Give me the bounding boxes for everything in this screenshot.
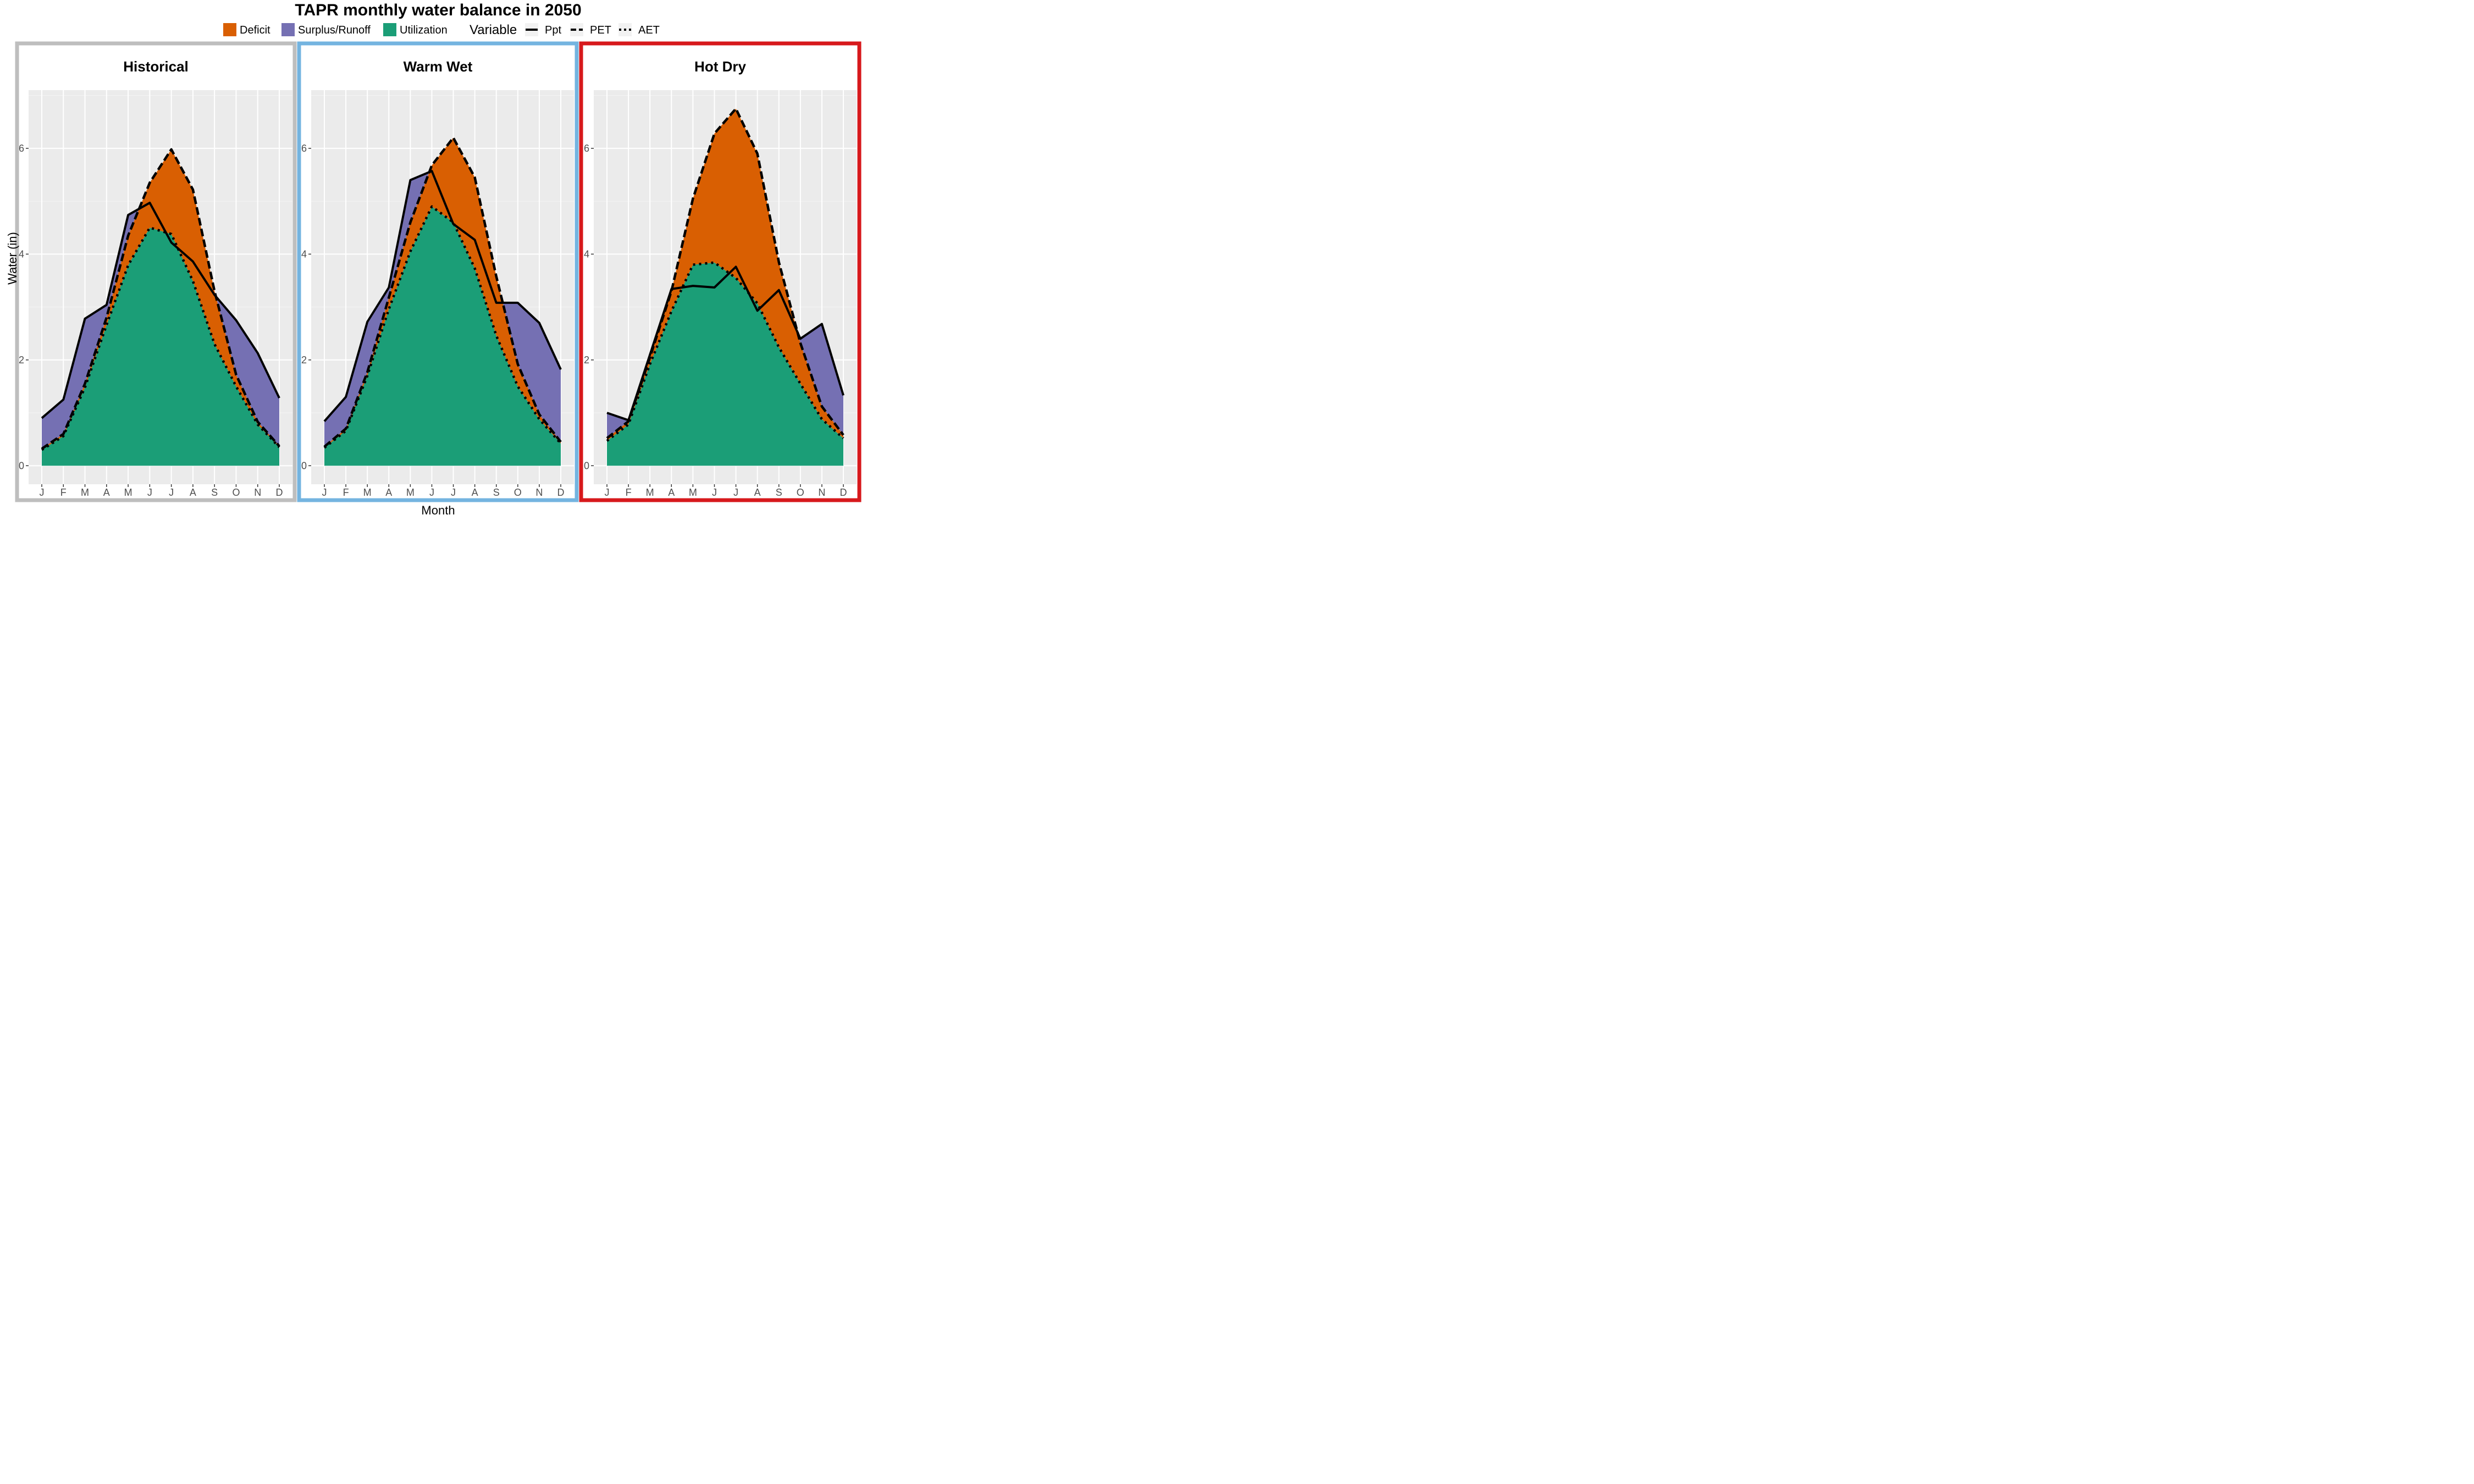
legend-title: Variable — [470, 23, 517, 37]
x-tick-label: M — [646, 487, 654, 498]
x-tick-label: N — [254, 487, 261, 498]
x-tick-label: A — [190, 487, 196, 498]
panel-border — [579, 41, 862, 502]
facet-title: Warm Wet — [404, 58, 473, 75]
legend: Deficit Surplus/Runoff Utilization Variable… — [223, 23, 660, 37]
legend-label: AET — [638, 24, 660, 36]
panel-warm-wet: 0 2 4 6 J F M A M J J A S O N D Warm Wet — [297, 41, 579, 502]
y-tick-label: 2 — [19, 355, 24, 366]
y-tick-label: 6 — [301, 143, 307, 154]
panel-hot-dry: 0 2 4 6 J F M A M J J A S O N D Hot Dry — [579, 41, 862, 502]
x-tick-label: F — [60, 487, 67, 498]
x-tick-label: S — [776, 487, 782, 498]
legend-label: PET — [590, 24, 611, 36]
x-tick-label: M — [363, 487, 372, 498]
x-axis-title: Month — [421, 503, 455, 517]
facet-title: Historical — [123, 58, 189, 75]
panel-border — [297, 41, 579, 502]
x-tick-label: A — [754, 487, 761, 498]
x-tick-label: J — [147, 487, 152, 498]
legend-label: Deficit — [240, 24, 270, 36]
y-tick-label: 2 — [584, 355, 589, 366]
series-line-ppt — [323, 170, 562, 422]
x-tick-label: S — [493, 487, 500, 498]
x-tick-label: O — [232, 487, 240, 498]
x-tick-label: F — [343, 487, 349, 498]
legend-item-deficit: Deficit — [223, 23, 270, 36]
legend-swatch — [223, 23, 236, 36]
y-tick-label: 4 — [19, 248, 24, 259]
y-tick-label: 0 — [301, 460, 307, 471]
deficit-area — [607, 108, 843, 441]
x-tick-label: J — [169, 487, 174, 498]
surplus-area — [797, 324, 843, 435]
x-tick-label: F — [626, 487, 632, 498]
x-tick-label: O — [514, 487, 522, 498]
y-axis-title: Water (in) — [5, 232, 19, 285]
y-tick-label: 4 — [301, 248, 307, 259]
y-tick-label: 6 — [19, 143, 24, 154]
facet-panels: 0 2 4 6 J F M A M J J A S O N D Historical 0 2 4 6 J F M A M J J A S O… — [15, 41, 862, 502]
legend-item-surplus-runoff: Surplus/Runoff — [281, 23, 371, 36]
legend-swatch — [281, 23, 295, 36]
x-tick-label: J — [429, 487, 434, 498]
x-tick-label: D — [840, 487, 847, 498]
x-tick-label: A — [472, 487, 478, 498]
series-line-aet — [606, 261, 844, 442]
utilization-area — [324, 206, 561, 466]
series-line-pet — [323, 136, 562, 448]
x-tick-label: J — [451, 487, 456, 498]
panel-border — [15, 41, 297, 502]
surplus-area — [42, 208, 139, 449]
x-tick-label: D — [557, 487, 565, 498]
x-tick-label: J — [40, 487, 45, 498]
water-balance-chart: TAPR monthly water balance in 2050 Defic… — [5, 1, 862, 517]
legend-item-aet: AET — [618, 23, 660, 36]
surplus-area — [216, 296, 279, 446]
legend-label: Surplus/Runoff — [298, 24, 371, 36]
x-tick-label: D — [276, 487, 283, 498]
legend-swatch — [383, 23, 396, 36]
legend-item-utilization: Utilization — [383, 23, 448, 36]
x-tick-label: J — [605, 487, 610, 498]
legend-label: Utilization — [400, 24, 448, 36]
x-tick-label: M — [406, 487, 415, 498]
y-tick-label: 0 — [584, 460, 589, 471]
x-tick-label: N — [535, 487, 543, 498]
x-tick-label: A — [103, 487, 110, 498]
surplus-area — [324, 172, 429, 447]
y-tick-label: 2 — [301, 355, 307, 366]
series-line-ppt — [606, 265, 844, 422]
x-tick-label: J — [712, 487, 717, 498]
x-tick-label: M — [81, 487, 89, 498]
facet-title: Hot Dry — [694, 58, 746, 75]
series-line-ppt — [41, 202, 280, 419]
x-tick-label: A — [668, 487, 675, 498]
legend-item-ppt: Ppt — [525, 23, 561, 36]
surplus-area — [502, 302, 561, 442]
x-tick-label: O — [797, 487, 804, 498]
utilization-area — [607, 262, 843, 466]
utilization-area — [42, 228, 279, 466]
panel-historical: 0 2 4 6 J F M A M J J A S O N D Historical — [15, 41, 297, 502]
x-tick-label: J — [322, 487, 327, 498]
x-tick-label: J — [733, 487, 738, 498]
y-tick-label: 4 — [584, 248, 589, 259]
legend-label: Ppt — [545, 24, 561, 36]
y-tick-label: 0 — [19, 460, 24, 471]
legend-item-pet: PET — [570, 23, 611, 36]
chart-title: TAPR monthly water balance in 2050 — [295, 1, 581, 19]
x-tick-label: A — [385, 487, 392, 498]
x-tick-label: M — [124, 487, 132, 498]
x-tick-label: S — [211, 487, 218, 498]
y-tick-label: 6 — [584, 143, 589, 154]
x-tick-label: N — [818, 487, 825, 498]
surplus-area — [607, 289, 672, 439]
series-line-pet — [41, 148, 280, 450]
x-tick-label: M — [689, 487, 697, 498]
